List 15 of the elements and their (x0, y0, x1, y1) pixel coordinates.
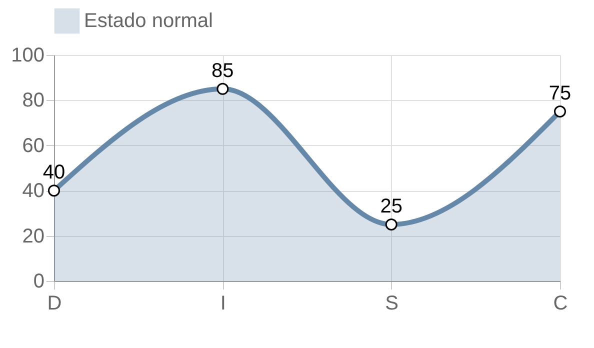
x-tick-label: C (553, 292, 568, 314)
y-tick-label: 40 (22, 180, 44, 202)
y-tick-label: 60 (22, 134, 44, 157)
legend-label: Estado normal (84, 10, 213, 32)
x-tick-label: D (47, 292, 62, 314)
x-tick-label: I (220, 292, 226, 314)
y-tick-label: 20 (22, 225, 44, 248)
y-tick-label: 100 (11, 44, 44, 66)
y-tick-label: 80 (22, 90, 44, 112)
x-tick-label: S (385, 292, 399, 314)
data-label: 75 (548, 82, 572, 104)
data-label: 85 (212, 60, 234, 82)
y-tick-label: 0 (33, 270, 44, 292)
data-label: 25 (380, 196, 402, 218)
data-label: 40 (42, 162, 66, 184)
